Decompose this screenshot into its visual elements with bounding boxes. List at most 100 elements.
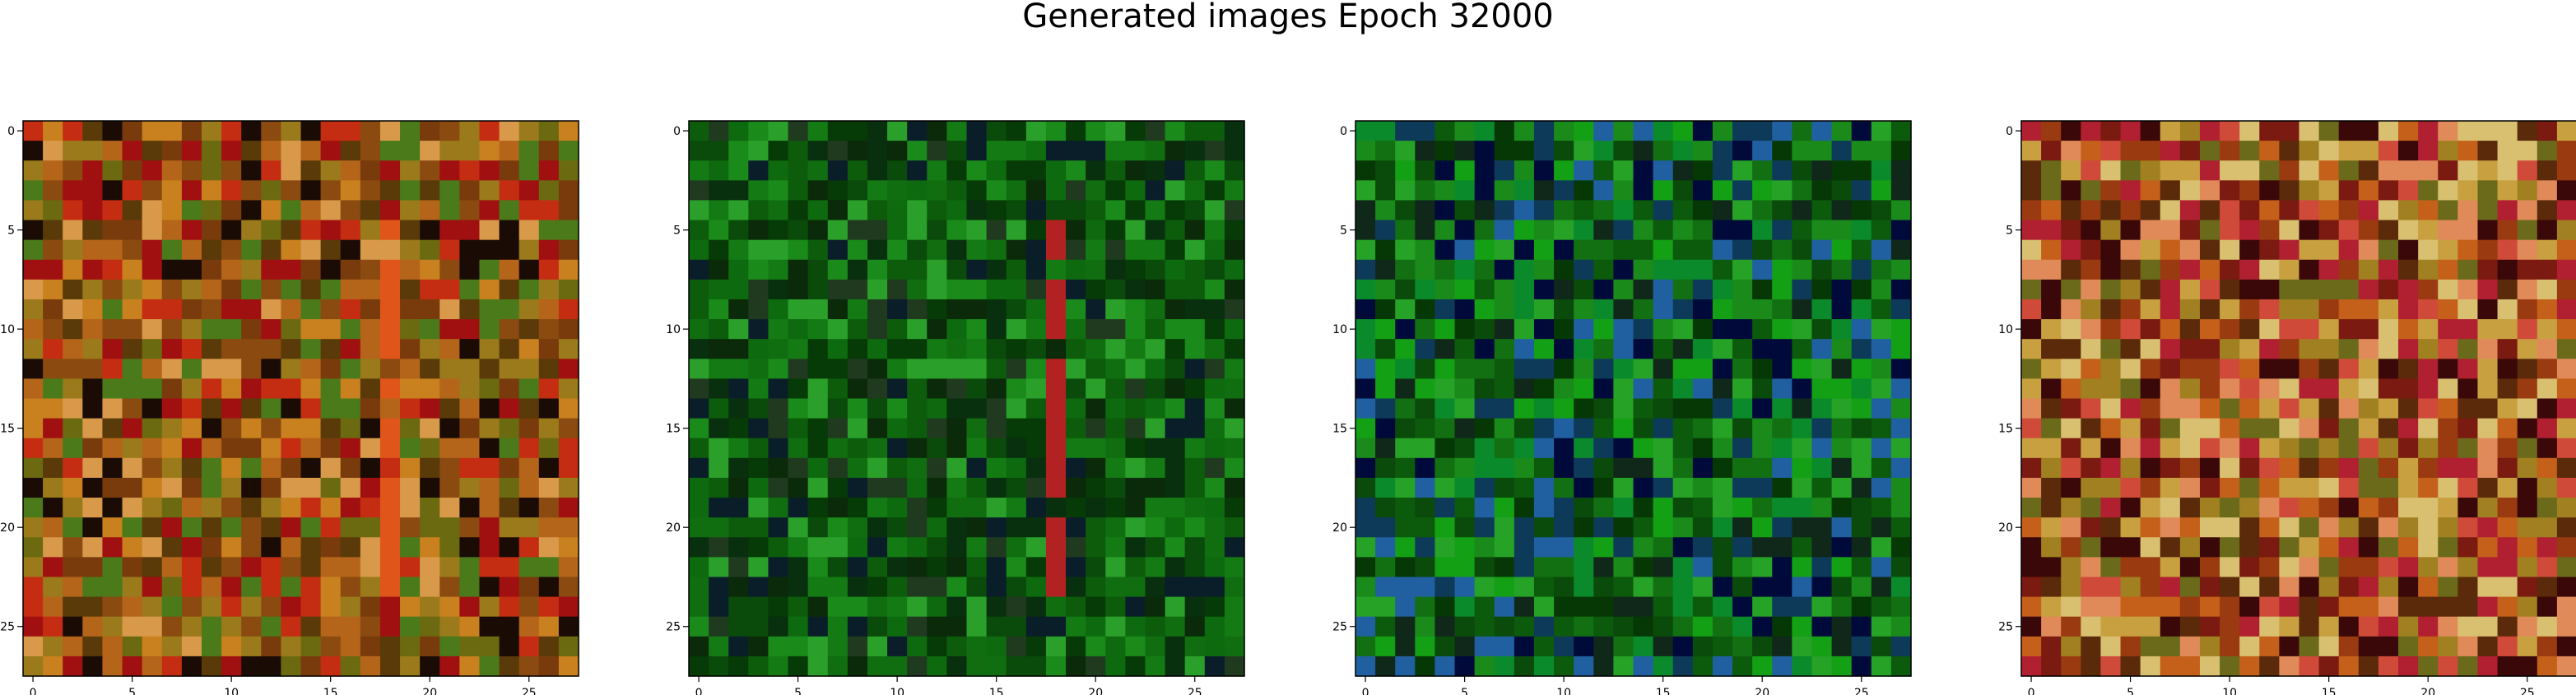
pixel-cell: [142, 200, 163, 221]
pixel-cell: [479, 418, 500, 439]
pixel-cell: [2199, 457, 2220, 479]
pixel-cell: [1006, 616, 1027, 637]
pixel-cell: [2457, 299, 2479, 320]
pixel-cell: [2120, 359, 2141, 379]
pixel-cell: [748, 577, 770, 598]
pixel-cell: [1006, 398, 1027, 419]
pixel-cell: [2259, 359, 2280, 379]
pixel-cell: [2140, 359, 2161, 379]
pixel-cell: [927, 160, 947, 181]
pixel-cell: [1514, 457, 1535, 479]
pixel-cell: [379, 160, 401, 181]
pixel-cell: [2160, 359, 2181, 379]
pixel-cell: [2338, 636, 2360, 657]
pixel-cell: [499, 239, 520, 261]
pixel-cell: [300, 239, 322, 261]
pixel-cell: [2556, 239, 2576, 261]
x-tick-label: 15: [1656, 687, 1671, 695]
pixel-cell: [122, 359, 143, 379]
pixel-cell: [1165, 616, 1186, 637]
pixel-cell: [518, 477, 540, 498]
pixel-cell: [788, 279, 809, 300]
pixel-cell: [1355, 279, 1376, 300]
pixel-cell: [1851, 616, 1872, 637]
pixel-cell: [2081, 577, 2102, 598]
pixel-cell: [2517, 299, 2538, 320]
pixel-cell: [201, 498, 222, 518]
pixel-cell: [689, 239, 709, 261]
pixel-cell: [122, 259, 143, 280]
pixel-cell: [1125, 319, 1146, 340]
pixel-cell: [2239, 636, 2260, 657]
pixel-cell: [807, 438, 829, 459]
pixel-cell: [82, 616, 104, 637]
pixel-cell: [2179, 557, 2201, 578]
pixel-cell: [1653, 477, 1674, 498]
pixel-cell: [1712, 299, 1733, 320]
pixel-cell: [1025, 517, 1047, 538]
pixel-cell: [2438, 319, 2458, 340]
pixel-cell: [400, 279, 421, 300]
pixel-cell: [927, 220, 947, 241]
pixel-cell: [142, 636, 163, 657]
pixel-cell: [1574, 517, 1594, 538]
pixel-cell: [479, 656, 500, 677]
pixel-cell: [201, 339, 222, 359]
pixel-cell: [1672, 160, 1694, 181]
y-tick-label: 15: [1998, 423, 2013, 436]
pixel-cell: [2179, 378, 2201, 400]
pixel-cell: [122, 121, 143, 141]
pixel-cell: [1653, 596, 1674, 618]
pixel-cell: [2358, 656, 2379, 677]
pixel-cell: [1494, 636, 1515, 657]
pixel-cell: [2318, 220, 2340, 241]
pixel-cell: [1732, 339, 1753, 359]
pixel-cell: [887, 457, 908, 479]
pixel-cell: [2517, 180, 2538, 202]
pixel-cell: [2457, 616, 2479, 637]
pixel-cell: [1006, 457, 1027, 479]
pixel-cell: [82, 259, 104, 280]
pixel-cell: [1145, 160, 1166, 181]
pixel-cell: [400, 636, 421, 657]
pixel-cell: [1434, 239, 1456, 261]
pixel-cell: [1732, 537, 1753, 558]
pixel-cell: [2220, 259, 2240, 280]
pixel-cell: [43, 517, 63, 538]
pixel-cell: [1184, 537, 1206, 558]
pixel-cell: [867, 498, 888, 518]
pixel-cell: [2398, 636, 2419, 657]
pixel-cell: [2041, 418, 2062, 439]
pixel-cell: [1593, 398, 1614, 419]
pixel-cell: [499, 418, 520, 439]
pixel-cell: [946, 359, 968, 379]
pixel-cell: [459, 339, 481, 359]
pixel-cell: [2041, 141, 2062, 161]
pixel-cell: [420, 141, 440, 161]
pixel-cell: [709, 616, 729, 637]
pixel-cell: [420, 656, 440, 677]
pixel-cell: [2179, 359, 2201, 379]
pixel-cell: [1811, 477, 1833, 498]
pixel-cell: [221, 457, 242, 479]
pixel-cell: [689, 359, 709, 379]
pixel-cell: [2279, 141, 2300, 161]
pixel-cell: [1165, 359, 1186, 379]
pixel-cell: [1633, 477, 1654, 498]
pixel-cell: [201, 259, 222, 280]
pixel-cell: [1125, 498, 1146, 518]
pixel-cell: [788, 259, 809, 280]
pixel-cell: [2418, 537, 2439, 558]
pixel-cell: [1772, 577, 1793, 598]
pixel-cell: [2041, 656, 2062, 677]
axes-frame: [688, 120, 1245, 677]
pixel-cell: [1125, 537, 1146, 558]
x-tick-label: 5: [794, 687, 802, 695]
pixel-cell: [43, 299, 63, 320]
pixel-cell: [2556, 180, 2576, 202]
pixel-cell: [1533, 259, 1555, 280]
pixel-cell: [340, 279, 361, 300]
pixel-cell: [2239, 477, 2260, 498]
pixel-cell: [400, 141, 421, 161]
pixel-cell: [221, 200, 242, 221]
